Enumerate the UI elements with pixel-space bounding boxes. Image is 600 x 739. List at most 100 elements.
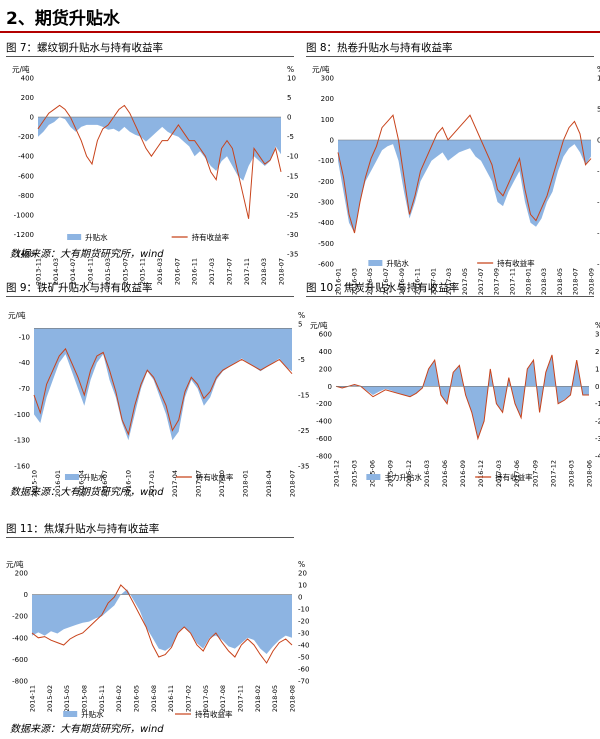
- x-tick-label: 2016-09: [398, 268, 406, 295]
- right-tick-label: -5: [287, 133, 294, 141]
- legend-swatch-basis: [67, 234, 82, 240]
- return-line: [31, 584, 293, 664]
- right-tick-label: -30: [287, 231, 298, 239]
- x-tick-label: 2016-10: [124, 470, 132, 497]
- left-tick-label: 300: [321, 75, 334, 83]
- right-tick-label: -70: [298, 678, 309, 686]
- x-tick-label: 2015-12: [405, 460, 413, 487]
- left-tick-label: -500: [318, 240, 334, 248]
- legend-swatch-basis: [64, 474, 79, 480]
- x-tick-label: 2015-09: [387, 460, 395, 487]
- x-tick-label: 2015-03: [104, 258, 112, 285]
- x-tick-label: 2016-08: [150, 685, 158, 712]
- left-tick-label: -800: [316, 453, 332, 461]
- right-tick-label: -10: [298, 606, 309, 614]
- legend-swatch-basis: [368, 260, 383, 266]
- left-tick-label: 0: [330, 137, 334, 145]
- right-tick-label: -5: [597, 168, 600, 176]
- x-tick-label: 2017-06: [513, 460, 521, 487]
- x-tick-label: 2018-05: [556, 268, 564, 295]
- chart-panel-iron-ore: 图 9：铁矿升贴水与持有收益率 元/吨% -10 -40 -70 -100 -130 -16…: [6, 280, 309, 500]
- x-tick-label: 2018-03: [567, 460, 575, 487]
- left-tick-label: -400: [18, 153, 34, 161]
- right-tick-label: 20: [595, 348, 600, 356]
- right-tick-label: -20: [287, 192, 298, 200]
- right-tick-label: -5: [298, 356, 305, 364]
- left-tick-label: -800: [18, 192, 34, 200]
- right-tick-label: 5: [287, 94, 291, 102]
- x-tick-label: 2018-01: [242, 470, 250, 497]
- x-tick-label: 2017-04: [171, 470, 179, 497]
- right-tick-label: -50: [298, 654, 309, 662]
- chart-panel-hot-coil: 图 8：热卷升贴水与持有收益率 元/吨%3002001000-100-200-3…: [306, 40, 600, 295]
- data-source: 数据来源：大有期货研究所，wind: [10, 487, 164, 498]
- right-axis-unit: %: [298, 560, 305, 569]
- x-tick-label: 2018-01: [524, 268, 532, 295]
- right-tick-label: 0: [298, 594, 302, 602]
- right-tick-label: 0: [287, 114, 291, 122]
- x-tick-label: 2018-02: [254, 685, 262, 712]
- right-tick-label: -30: [595, 435, 600, 443]
- left-axis-unit: 元/吨: [8, 310, 26, 320]
- x-tick-label: 2017-09: [531, 460, 539, 487]
- x-tick-label: 2017-12: [549, 460, 557, 487]
- right-tick-label: -20: [298, 618, 309, 626]
- legend-label-basis: 升贴水: [85, 232, 108, 242]
- right-tick-label: 20: [298, 570, 307, 578]
- left-tick-label: 200: [319, 365, 332, 373]
- left-tick-label: -200: [18, 133, 34, 141]
- right-tick-label: 0: [595, 383, 599, 391]
- x-tick-label: 2016-01: [54, 470, 62, 497]
- x-tick-label: 2017-05: [202, 685, 210, 712]
- x-tick-label: 2018-06: [586, 460, 594, 487]
- x-tick-label: 2016-03: [423, 460, 431, 487]
- legend-label-basis: 升贴水: [81, 709, 104, 719]
- legend-label-return: 持有收益率: [495, 472, 533, 482]
- x-tick-label: 2014-11: [29, 685, 37, 712]
- left-tick-label: -800: [12, 678, 28, 686]
- chart-svg: 元/吨%3002001000-100-200-300-400-500-60010…: [312, 64, 600, 295]
- left-tick-label: -400: [12, 634, 28, 642]
- right-tick-label: -15: [597, 230, 600, 238]
- x-tick-label: 2016-04: [77, 470, 85, 497]
- x-tick-label: 2016-11: [167, 685, 175, 712]
- right-tick-label: 30: [595, 331, 600, 339]
- legend-label-return: 持有收益率: [196, 472, 234, 482]
- legend-label-return: 持有收益率: [195, 709, 233, 719]
- right-tick-label: 5: [597, 106, 600, 114]
- left-tick-label: -1400: [14, 251, 34, 259]
- x-tick-label: 2017-07: [195, 470, 203, 497]
- chart-title: 图 7：螺纹钢升贴水与持有收益率: [6, 40, 294, 57]
- left-tick-label: 400: [319, 348, 332, 356]
- chart-title: 图 10：焦炭升贴水与持有收益率: [306, 280, 594, 297]
- left-tick-label: 200: [15, 570, 28, 578]
- right-tick-label: 10: [595, 365, 600, 373]
- x-tick-label: 2015-03: [351, 460, 359, 487]
- left-tick-label: -600: [316, 435, 332, 443]
- right-tick-label: -15: [287, 172, 298, 180]
- x-tick-label: 2016-06: [441, 460, 449, 487]
- right-tick-label: 10: [597, 75, 600, 83]
- x-tick-label: 2017-10: [218, 470, 226, 497]
- x-tick-label: 2016-07: [382, 268, 390, 295]
- left-tick-label: -70: [19, 385, 30, 393]
- x-tick-label: 2016-11: [191, 258, 199, 285]
- x-tick-label: 2015-11: [139, 258, 147, 285]
- x-tick-label: 2016-03: [350, 268, 358, 295]
- right-tick-label: -25: [287, 211, 298, 219]
- x-tick-label: 2014-11: [87, 258, 95, 285]
- x-tick-label: 2015-08: [81, 685, 89, 712]
- right-axis-unit: %: [298, 311, 305, 320]
- x-tick-label: 2017-08: [219, 685, 227, 712]
- left-axis-unit: 元/吨: [312, 64, 330, 74]
- x-tick-label: 2017-05: [461, 268, 469, 295]
- left-tick-label: -400: [316, 418, 332, 426]
- x-tick-label: 2018-05: [271, 685, 279, 712]
- legend-swatch-basis: [366, 474, 381, 480]
- x-tick-label: 2013-11: [35, 258, 43, 285]
- chart-svg: 元/吨 %-10-40-70-100-130-1605-5-15-25-35201…: [8, 310, 309, 497]
- return-line: [337, 114, 592, 234]
- x-tick-label: 2015-02: [46, 685, 54, 712]
- left-tick-label: 400: [21, 75, 34, 83]
- x-tick-label: 2018-07: [278, 258, 286, 285]
